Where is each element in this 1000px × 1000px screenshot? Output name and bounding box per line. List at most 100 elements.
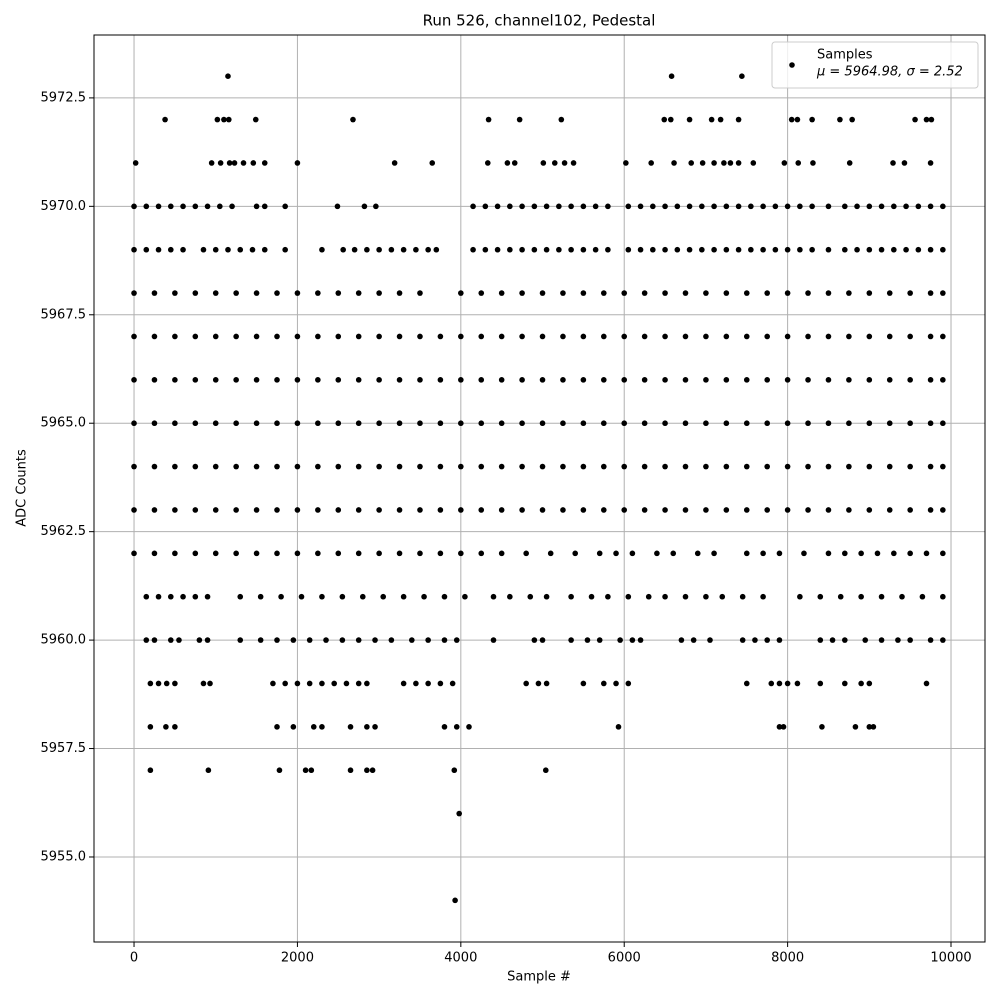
data-point [200,680,207,687]
legend: Samples μ = 5964.98, σ = 2.52 [771,41,979,89]
data-point [319,593,325,600]
data-point [703,333,709,340]
data-point [278,593,284,600]
data-point [388,246,395,253]
data-point [237,637,244,643]
data-point [482,246,489,253]
data-point [927,246,934,253]
data-point [842,637,848,643]
data-point [212,550,219,557]
data-point [453,637,460,643]
data-point [703,463,709,470]
data-point [458,290,464,296]
data-point [437,377,444,383]
data-point [355,550,362,557]
data-point [192,507,199,513]
data-point [797,246,803,253]
data-point [667,116,674,123]
data-point [703,507,709,513]
data-point [437,507,444,513]
data-point [376,333,382,340]
y-tick-label: 5960.0 [41,633,87,648]
data-point [878,637,885,643]
data-point [539,377,546,383]
data-point [376,550,382,557]
data-point [940,203,946,210]
data-point [212,290,219,296]
data-point [470,246,476,253]
data-point [547,550,554,557]
data-point [899,593,905,600]
data-point [391,160,398,166]
data-point [540,160,547,166]
data-point [151,463,158,470]
data-point [776,724,783,730]
data-point [543,246,550,253]
legend-box [771,41,979,89]
data-point [743,420,750,427]
data-point [940,246,946,253]
data-point [678,637,685,643]
data-point [817,593,824,600]
data-point [621,463,628,470]
data-point [670,550,677,557]
data-point [686,203,693,210]
data-point [600,680,607,687]
data-point [261,203,268,210]
data-point [699,160,706,166]
data-point [192,420,199,427]
data-point [584,637,591,643]
data-point [315,550,321,557]
data-point [825,246,832,253]
data-point [539,420,546,427]
x-tick-label: 0 [130,951,138,966]
data-point [682,333,689,340]
data-point [694,550,701,557]
data-point [396,507,403,513]
data-point [739,637,746,643]
data-point [907,333,913,340]
data-point [308,767,315,774]
data-point [376,246,382,253]
data-point [760,550,766,557]
data-point [425,680,431,687]
data-point [674,203,681,210]
data-point [347,767,354,774]
data-point [355,377,362,383]
data-point [866,724,873,730]
data-point [274,333,280,340]
data-point [776,680,783,687]
data-point [364,680,370,687]
data-point [204,203,211,210]
data-point [588,593,595,600]
data-point [225,246,231,253]
data-point [212,507,219,513]
data-point [895,637,901,643]
x-tick-label: 8000 [771,951,804,966]
data-point [294,463,301,470]
data-point [131,463,137,470]
data-point [662,420,668,427]
data-point [711,160,717,166]
data-point [151,333,158,340]
data-point [560,377,566,383]
data-point [784,377,791,383]
data-point [625,203,632,210]
data-point [707,637,713,643]
data-point [494,246,501,253]
data-point [940,463,946,470]
data-point [252,116,259,123]
data-point [294,290,301,296]
data-point [580,680,587,687]
data-point [429,160,436,166]
data-point [226,116,232,123]
data-point [901,160,908,166]
data-point [519,203,525,210]
data-point [784,203,791,210]
data-point [527,593,534,600]
data-point [539,290,546,296]
data-point [671,160,677,166]
data-point [484,160,491,166]
data-point [233,507,239,513]
data-point [249,246,256,253]
